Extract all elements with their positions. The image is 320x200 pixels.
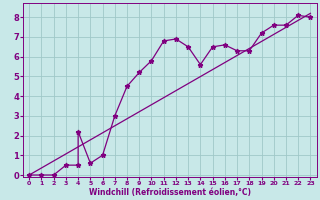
X-axis label: Windchill (Refroidissement éolien,°C): Windchill (Refroidissement éolien,°C) [89, 188, 251, 197]
